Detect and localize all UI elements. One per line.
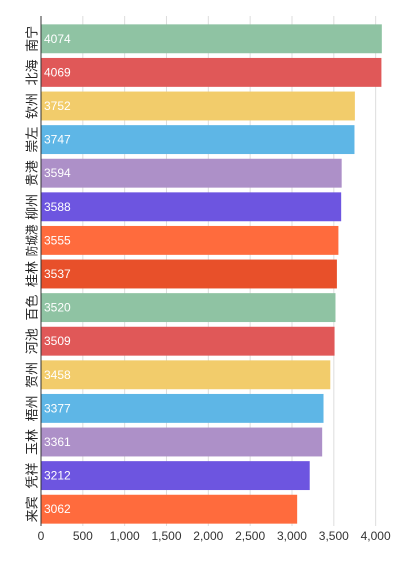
category-label: 柳州 [26, 194, 41, 220]
category-label: 梧州 [26, 395, 41, 421]
bar [41, 293, 336, 323]
category-label: 凭祥 [26, 463, 41, 489]
bar [41, 125, 355, 155]
category-label: 钦州 [26, 93, 41, 119]
bar [41, 326, 335, 356]
category-label: 桂林 [26, 261, 41, 287]
x-tick-label: 1,500 [151, 529, 181, 543]
bar-value-label: 3361 [44, 435, 71, 449]
bars [41, 24, 382, 524]
bar [41, 24, 382, 54]
category-label: 河池 [26, 328, 41, 354]
bar [41, 461, 310, 491]
x-tick-label: 0 [38, 529, 45, 543]
bar [41, 192, 342, 222]
bar [41, 158, 342, 188]
category-label: 贵港 [26, 160, 41, 186]
x-tick-label: 3,000 [277, 529, 307, 543]
category-label: 南宁 [25, 26, 41, 52]
bar-value-label: 3062 [44, 502, 71, 516]
bar-value-label: 3212 [44, 469, 71, 483]
x-tick-label: 2,500 [235, 529, 265, 543]
x-tick-label: 1,000 [110, 529, 140, 543]
bar [41, 494, 298, 524]
bar-value-label: 3747 [44, 133, 71, 147]
category-label: 崇左 [26, 127, 41, 153]
bar-value-label: 3555 [44, 233, 71, 247]
bar [41, 360, 331, 390]
bar [41, 91, 355, 121]
value-labels: 4074 4069 3752 3747 3594 3588 3555 3537 3520 3509… [44, 32, 71, 516]
category-label: 贺州 [26, 362, 41, 388]
x-tick-label: 3,500 [319, 529, 349, 543]
bar-value-label: 3509 [44, 334, 71, 348]
bar [41, 427, 323, 457]
category-label: 百色 [25, 295, 41, 321]
bar [41, 259, 337, 289]
bar [41, 393, 324, 423]
x-axis-tick-labels: 0 500 1,000 1,500 2,000 2,500 3,000 3,500 4,000 [38, 529, 391, 543]
bar-value-label: 3594 [44, 166, 71, 180]
x-tick-label: 4,000 [361, 529, 391, 543]
bar-value-label: 4074 [44, 32, 71, 46]
bar-value-label: 3520 [44, 301, 71, 315]
x-tick-label: 2,000 [193, 529, 223, 543]
bar [41, 57, 382, 87]
x-tick-label: 500 [73, 529, 93, 543]
bar [41, 225, 339, 255]
bar-value-label: 3458 [44, 368, 71, 382]
category-label: 防城港 [25, 225, 41, 257]
category-label: 玉林 [26, 429, 41, 455]
bar-value-label: 3377 [44, 401, 71, 415]
bar-value-label: 3537 [44, 267, 71, 281]
category-label: 来宾 [25, 496, 41, 522]
category-label: 北海 [26, 59, 41, 85]
bar-value-label: 3752 [44, 99, 71, 113]
bar-value-label: 4069 [44, 65, 71, 79]
bar-value-label: 3588 [44, 200, 71, 214]
